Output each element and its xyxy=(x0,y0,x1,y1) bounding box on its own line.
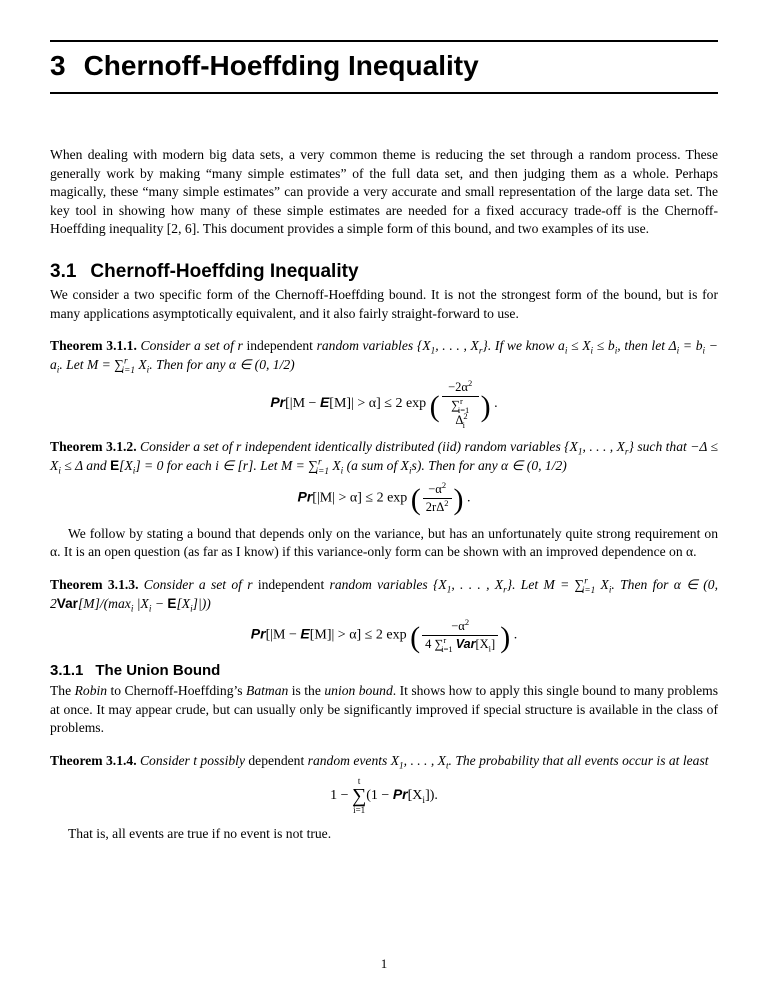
page: 3 Chernoff-Hoeffding Inequality When deal… xyxy=(0,0,768,994)
theorem-body: Consider a set of r independent random v… xyxy=(50,338,718,372)
chapter-title: 3 Chernoff-Hoeffding Inequality xyxy=(50,50,718,82)
section-3-1-heading: 3.1 Chernoff-Hoeffding Inequality xyxy=(50,261,718,283)
chapter-number: 3 xyxy=(50,50,66,81)
fraction: −2α2 ∑ri=1 Δ2i xyxy=(442,380,479,428)
theorem-body: Consider a set of r independent random v… xyxy=(50,577,718,611)
chapter-title-text: Chernoff-Hoeffding Inequality xyxy=(84,50,479,81)
formula-3-1-1: Pr[|M − E[M]| > α] ≤ 2 exp ( −2α2 ∑ri=1 … xyxy=(50,380,718,428)
section-number: 3.1 xyxy=(50,261,76,282)
subsection-3-1-1-heading: 3.1.1 The Union Bound xyxy=(50,662,718,679)
theorem-3-1-1: Theorem 3.1.1. Consider a set of r indep… xyxy=(50,337,718,374)
fraction: −α2 2rΔ2 xyxy=(423,482,452,515)
theorem-3-1-2: Theorem 3.1.2. Consider a set of r indep… xyxy=(50,438,718,475)
intro-paragraph: When dealing with modern big data sets, … xyxy=(50,146,718,239)
section-3-1-lead: We consider a two specific form of the C… xyxy=(50,286,718,323)
theorem-label: Theorem 3.1.1. xyxy=(50,338,137,353)
theorem-3-1-4: Theorem 3.1.4. Consider t possibly depen… xyxy=(50,752,718,771)
sum-icon: t∑i=1 xyxy=(352,777,366,815)
intro-text: When dealing with modern big data sets, … xyxy=(50,147,718,236)
subsection-3-1-1-lead: The Robin to Chernoff-Hoeffding’s Batman… xyxy=(50,682,718,738)
theorem-3-1-3: Theorem 3.1.3. Consider a set of r indep… xyxy=(50,576,718,613)
chapter-title-block: 3 Chernoff-Hoeffding Inequality xyxy=(50,40,718,94)
subsection-number: 3.1.1 xyxy=(50,662,83,679)
theorem-body: Consider t possibly dependent random eve… xyxy=(137,753,709,768)
closing-line: That is, all events are true if no event… xyxy=(50,825,718,844)
page-number: 1 xyxy=(0,956,768,972)
fraction: −α2 4 ∑ri=1 Var[Xi] xyxy=(422,619,498,652)
theorem-label: Theorem 3.1.4. xyxy=(50,753,137,768)
theorem-body: Consider a set of r independent identica… xyxy=(50,439,718,473)
section-title: Chernoff-Hoeffding Inequality xyxy=(90,261,358,282)
formula-3-1-4: 1 − t∑i=1(1 − Pr[Xi]). xyxy=(50,777,718,815)
theorem-label: Theorem 3.1.2. xyxy=(50,439,137,454)
formula-3-1-2: Pr[|M| > α] ≤ 2 exp ( −α2 2rΔ2 ) . xyxy=(50,482,718,515)
subsection-title: The Union Bound xyxy=(95,662,220,679)
para-after-312: We follow by stating a bound that depend… xyxy=(50,525,718,562)
formula-3-1-3: Pr[|M − E[M]| > α] ≤ 2 exp ( −α2 4 ∑ri=1… xyxy=(50,619,718,652)
theorem-label: Theorem 3.1.3. xyxy=(50,577,138,592)
